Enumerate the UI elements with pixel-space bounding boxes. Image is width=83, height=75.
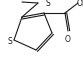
- Text: O: O: [65, 35, 71, 44]
- Text: OH: OH: [77, 0, 83, 8]
- Text: S: S: [8, 37, 13, 46]
- Text: S: S: [45, 0, 50, 8]
